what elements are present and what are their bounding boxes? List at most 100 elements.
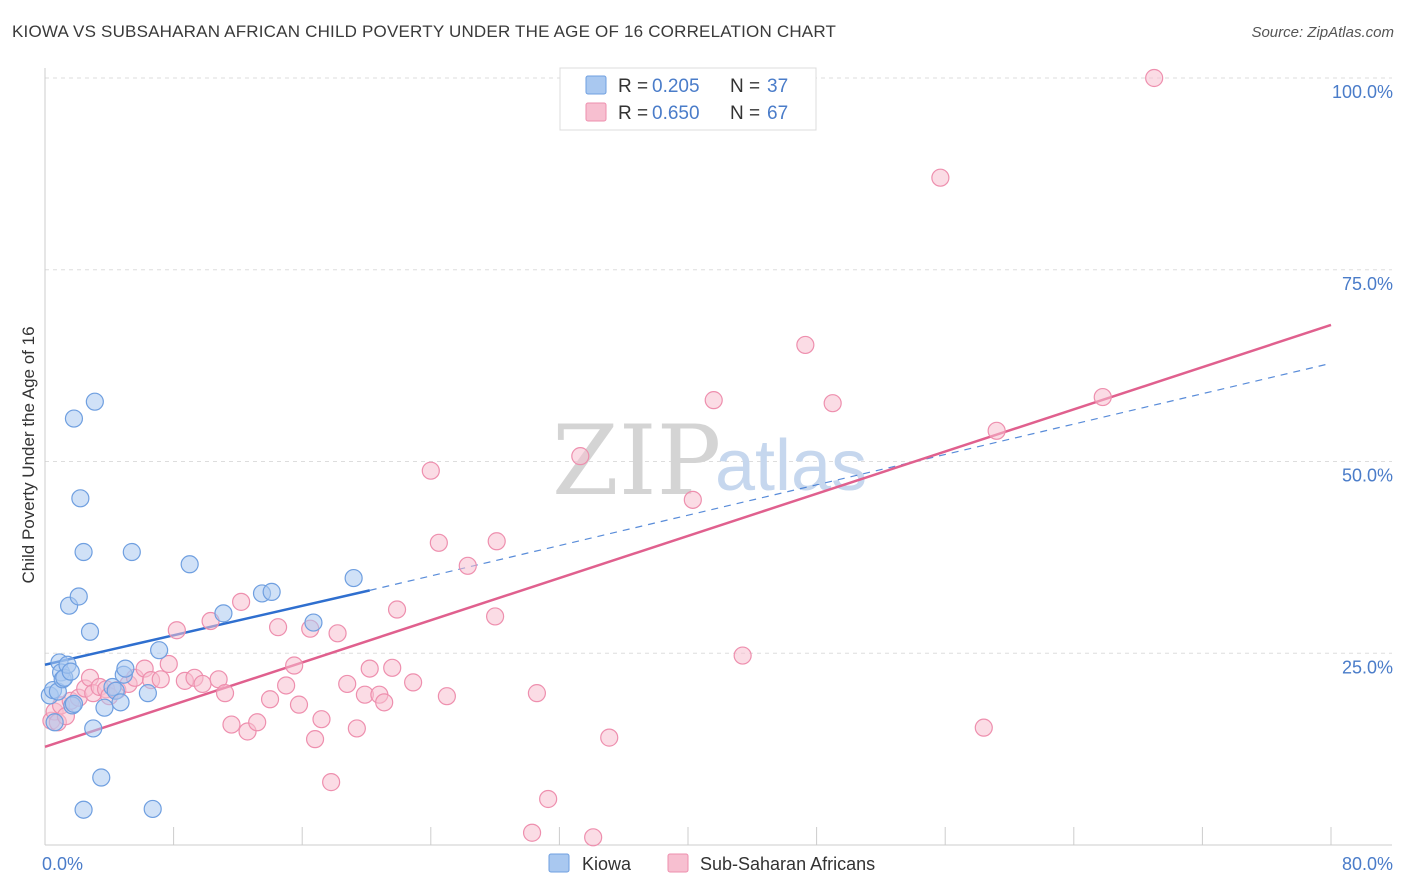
subsaharan-point <box>1145 68 1164 88</box>
kiowa-trend-extension <box>369 362 1332 591</box>
watermark-atlas: atlas <box>715 426 867 506</box>
subsaharan-point <box>289 695 309 714</box>
y-tick-label: 100.0% <box>1332 82 1393 102</box>
kiowa-point <box>262 582 281 601</box>
kiowa-point <box>143 799 162 819</box>
kiowa-point <box>84 719 103 738</box>
subsaharan-point <box>486 607 505 626</box>
bottom-legend-sub-swatch <box>667 853 689 873</box>
subsaharan-point <box>437 687 456 706</box>
subsaharan-point <box>285 656 304 675</box>
trend-lines <box>44 323 1332 749</box>
legend-sub-r-value: 0.650 <box>652 103 700 124</box>
subsaharan-point <box>429 533 448 552</box>
y-tick-label: 50.0% <box>1342 466 1393 486</box>
subsaharan-point <box>312 710 331 729</box>
subsaharan-point <box>167 621 186 640</box>
kiowa-point <box>71 489 90 508</box>
kiowa-point <box>85 392 104 411</box>
kiowa-point <box>69 587 88 606</box>
kiowa-point <box>214 604 233 623</box>
subsaharan-point <box>458 556 477 575</box>
legend-kiowa-r-label: R = <box>618 76 648 97</box>
subsaharan-point <box>260 690 280 709</box>
subsaharan-point <box>347 719 366 738</box>
kiowa-point <box>45 713 64 732</box>
subsaharan-point <box>215 684 235 703</box>
kiowa-point <box>111 693 130 712</box>
subsaharan-point <box>974 718 993 737</box>
kiowa-point <box>95 698 114 717</box>
legend-sub-n-label: N = <box>730 103 760 124</box>
legend-sub-n-value: 67 <box>767 103 788 124</box>
tick-labels: 25.0% 50.0% 75.0% 100.0% 0.0% 80.0% <box>42 82 1393 874</box>
kiowa-point <box>64 694 84 713</box>
legend-kiowa-n-label: N = <box>730 76 760 97</box>
subsaharan-point <box>375 693 394 712</box>
kiowa-point <box>150 641 169 660</box>
subsaharan-point <box>527 684 546 703</box>
subsaharan-point <box>571 447 590 466</box>
kiowa-point <box>138 684 157 703</box>
subsaharan-point <box>823 394 842 413</box>
kiowa-point <box>180 555 199 574</box>
subsaharan-point <box>539 789 558 809</box>
subsaharan-point <box>151 670 170 689</box>
legend-kiowa-r-value: 0.205 <box>652 76 700 97</box>
subsaharan-point <box>704 391 723 410</box>
subsaharan-point <box>322 773 341 792</box>
x-tick-label: 0.0% <box>42 854 83 874</box>
subsaharan-point <box>305 730 325 749</box>
legend-kiowa-swatch <box>585 75 607 95</box>
subsaharan-point <box>387 600 407 619</box>
subsaharan-point <box>360 659 379 678</box>
subsaharan-point <box>248 713 267 732</box>
kiowa-point <box>122 542 141 562</box>
kiowa-point <box>80 622 100 641</box>
bottom-legend-kiowa-label: Kiowa <box>582 854 632 874</box>
subsaharan-point <box>796 335 815 355</box>
legend-sub-swatch <box>585 102 607 122</box>
bottom-legend-kiowa-swatch <box>548 853 570 873</box>
subsaharan-point <box>733 646 752 665</box>
subsaharan-point <box>383 658 402 677</box>
legend-kiowa-n-value: 37 <box>767 76 788 97</box>
subsaharan-point <box>232 592 251 611</box>
grid-lines <box>45 77 1392 654</box>
kiowa-point <box>74 542 93 562</box>
subsaharan-point <box>584 828 603 847</box>
subsaharan-point <box>522 823 542 842</box>
kiowa-point <box>344 568 363 588</box>
top-legend: R = 0.205 N = 37 R = 0.650 N = 67 <box>559 67 817 131</box>
subsaharan-point <box>600 728 619 747</box>
kiowa-point <box>64 409 84 428</box>
subsaharan-trend-line <box>44 323 1332 749</box>
subsaharan-point <box>487 532 506 551</box>
kiowa-point <box>61 662 80 681</box>
subsaharan-point <box>931 168 950 187</box>
subsaharan-point <box>1093 387 1112 407</box>
subsaharan-point <box>159 654 178 674</box>
kiowa-point <box>304 613 323 632</box>
kiowa-point <box>116 659 135 678</box>
subsaharan-point <box>328 624 347 643</box>
subsaharan-point <box>404 673 423 692</box>
bottom-legend: Kiowa Sub-Saharan Africans <box>548 853 875 874</box>
subsaharan-point <box>683 490 702 509</box>
y-tick-label: 25.0% <box>1342 657 1393 677</box>
subsaharan-point <box>268 618 288 637</box>
subsaharan-point <box>421 461 440 480</box>
legend-sub-r-label: R = <box>618 103 648 124</box>
data-points <box>40 68 1164 847</box>
kiowa-point <box>92 768 111 787</box>
subsaharan-point <box>277 676 296 695</box>
subsaharan-point <box>222 715 241 734</box>
chart-title: KIOWA VS SUBSAHARAN AFRICAN CHILD POVERT… <box>12 22 837 41</box>
y-tick-label: 75.0% <box>1342 274 1393 294</box>
kiowa-point <box>74 800 93 819</box>
subsaharan-point <box>338 674 357 694</box>
subsaharan-point <box>987 421 1006 440</box>
source-label: Source: ZipAtlas.com <box>1251 24 1394 41</box>
watermark: ZIP atlas <box>552 405 867 517</box>
